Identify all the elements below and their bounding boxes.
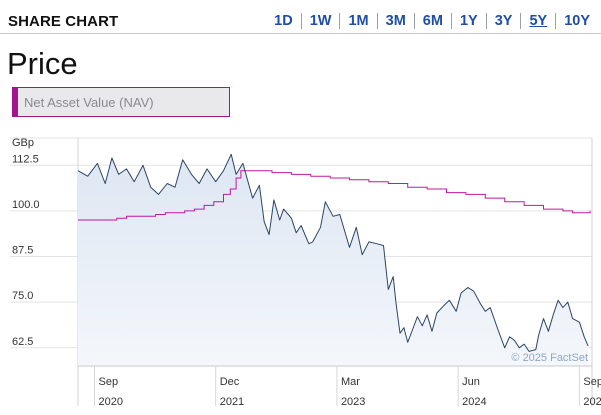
x-tick-month: Mar bbox=[341, 376, 360, 388]
share-chart-title: SHARE CHART bbox=[8, 13, 119, 30]
range-tab-1d[interactable]: 1D bbox=[274, 13, 293, 29]
price-area bbox=[78, 154, 589, 366]
header-divider bbox=[0, 33, 601, 34]
range-tab-6m[interactable]: 6M bbox=[413, 13, 451, 29]
x-tick-year: 2021 bbox=[220, 396, 244, 408]
x-tick-year: 2023 bbox=[341, 396, 365, 408]
x-tick-year: 2025 bbox=[583, 396, 601, 408]
x-tick-month: Jun bbox=[462, 376, 480, 388]
x-tick-month: Sep bbox=[583, 376, 601, 388]
x-tick-year: 2024 bbox=[462, 396, 486, 408]
range-tab-3y[interactable]: 3Y bbox=[485, 13, 521, 29]
y-tick-label: 75.0 bbox=[12, 290, 33, 302]
x-tick-month: Dec bbox=[220, 376, 240, 388]
range-tab-10y[interactable]: 10Y bbox=[555, 13, 598, 29]
y-tick-label: 100.0 bbox=[12, 199, 40, 211]
nav-toggle[interactable]: Net Asset Value (NAV) bbox=[12, 87, 230, 117]
x-tick-month: Sep bbox=[98, 376, 118, 388]
y-tick-label: 112.5 bbox=[12, 153, 39, 165]
x-tick-year: 2020 bbox=[98, 396, 122, 408]
chart-header: SHARE CHART 1D 1W 1M 3M 6M 1Y 3Y 5Y 10Y bbox=[0, 0, 601, 32]
range-tabs: 1D 1W 1M 3M 6M 1Y 3Y 5Y 10Y bbox=[266, 13, 598, 29]
y-tick-label: 62.5 bbox=[12, 336, 33, 348]
range-tab-1m[interactable]: 1M bbox=[339, 13, 376, 29]
range-tab-1w[interactable]: 1W bbox=[300, 13, 340, 29]
x-axis-ticks: Sep 2020 Dec 2021 Mar 2023 Jun 2024 Sep 2025 bbox=[93, 366, 601, 408]
range-tab-5y[interactable]: 5Y bbox=[520, 13, 555, 29]
nav-line bbox=[78, 170, 591, 221]
y-axis-ticks: 112.5 100.0 87.5 75.0 62.5 bbox=[12, 153, 40, 348]
y-unit-label: GBp bbox=[12, 137, 34, 149]
factset-watermark: © 2025 FactSet bbox=[511, 352, 588, 364]
y-tick-label: 87.5 bbox=[12, 245, 33, 257]
section-title: Price bbox=[7, 46, 78, 81]
price-line bbox=[77, 153, 589, 352]
price-chart[interactable]: 112.5 100.0 87.5 75.0 62.5 GBp Sep 2020 Dec 202… bbox=[0, 128, 601, 415]
nav-toggle-label: Net Asset Value (NAV) bbox=[24, 95, 154, 110]
range-tab-1y[interactable]: 1Y bbox=[450, 13, 486, 29]
nav-color-swatch bbox=[13, 88, 18, 116]
range-tab-3m[interactable]: 3M bbox=[376, 13, 414, 29]
